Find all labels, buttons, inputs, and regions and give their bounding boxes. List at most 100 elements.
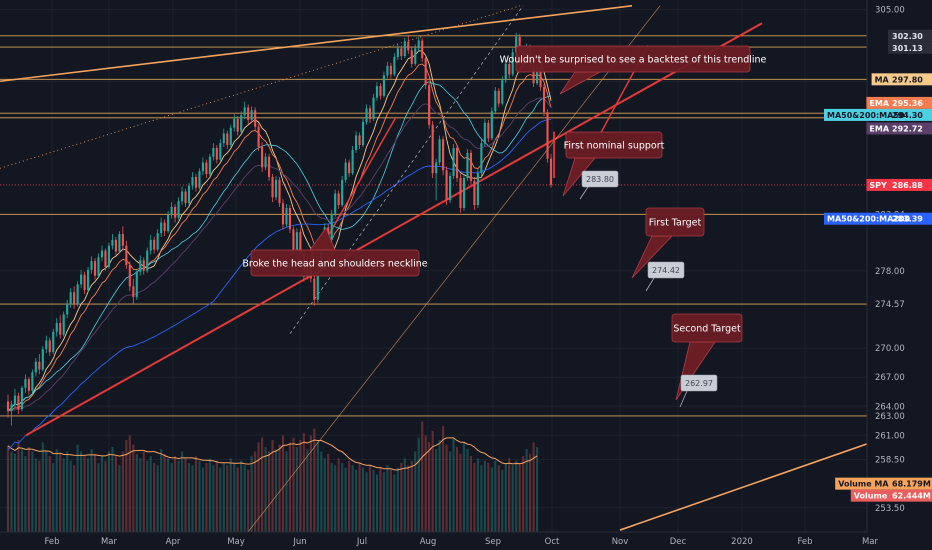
- volume-bar: [529, 453, 532, 532]
- candle-body: [208, 156, 211, 175]
- volume-bar: [257, 442, 260, 532]
- candle-body: [337, 193, 340, 206]
- candle-body: [334, 193, 337, 214]
- volume-bar: [142, 451, 145, 532]
- volume-bar: [295, 446, 298, 532]
- volume-bar: [462, 442, 466, 532]
- candle-body: [281, 203, 285, 225]
- price-axis-panel[interactable]: [867, 0, 932, 550]
- candle-body: [90, 261, 93, 270]
- candle-body: [118, 234, 121, 252]
- volume-bar: [334, 465, 337, 532]
- volume-bar: [410, 460, 413, 532]
- volume-bar: [361, 467, 365, 532]
- candle-body: [114, 239, 117, 252]
- candle-body: [100, 250, 104, 258]
- candle-body: [313, 278, 316, 300]
- price-tag-value: 62.444M: [892, 492, 931, 501]
- candle-body: [445, 170, 448, 201]
- price-tag-value-box: [888, 489, 932, 502]
- candle-body: [400, 48, 403, 57]
- candle-body: [187, 185, 191, 204]
- volume-bar: [469, 456, 473, 532]
- volume-bar: [132, 444, 135, 532]
- price-tag-label-box: [866, 96, 888, 109]
- candle-body: [501, 80, 504, 104]
- volume-bar: [431, 430, 434, 532]
- candle-body: [41, 349, 44, 370]
- volume-bar: [337, 458, 340, 532]
- volume-bar: [494, 460, 497, 532]
- candle-body: [10, 404, 13, 412]
- callout-text: First nominal support: [564, 141, 665, 152]
- candle-body: [107, 245, 111, 267]
- candlesticks: [6, 32, 553, 426]
- volume-bar: [351, 465, 354, 532]
- candle-body: [55, 323, 58, 332]
- upper-dotted-trendline: [0, 5, 521, 169]
- volume-bar: [52, 463, 55, 532]
- volume-bar: [274, 449, 278, 532]
- candle-body: [341, 179, 344, 206]
- candle-body: [515, 36, 518, 53]
- volume-bar: [233, 463, 236, 532]
- candle-body: [132, 286, 135, 297]
- candle-body: [511, 52, 514, 75]
- candle-body: [184, 191, 187, 204]
- candle-body: [222, 133, 225, 144]
- volume-bar: [111, 446, 114, 532]
- volume-bar: [421, 421, 424, 532]
- candle-body: [76, 284, 79, 305]
- candle-body: [212, 147, 215, 157]
- candle-body: [111, 239, 114, 246]
- candle-body: [459, 177, 462, 208]
- candle-body: [448, 176, 452, 201]
- volume-bar: [483, 460, 486, 532]
- price-pill-text: 262.97: [685, 379, 713, 388]
- volume-bar: [90, 449, 93, 532]
- annotation-callout: Broke the head and shoulders neckline: [242, 227, 428, 277]
- volume-bar: [243, 465, 246, 532]
- candle-body: [83, 274, 86, 291]
- price-tick-label: 258.50: [875, 455, 905, 465]
- time-tick-label: Oct: [545, 537, 560, 547]
- price-tag-label: MA: [875, 75, 890, 84]
- volume-bar: [83, 456, 86, 532]
- candle-body: [191, 177, 194, 186]
- callout-box: [565, 131, 663, 159]
- volume-bar: [80, 451, 83, 532]
- volume-bar: [424, 435, 427, 532]
- volume-bar: [156, 465, 159, 532]
- price-tag: 62.444M Volume: [850, 489, 932, 502]
- price-tag-label-box: [866, 122, 888, 135]
- volume-bar: [288, 442, 292, 532]
- volume-bar: [205, 463, 208, 532]
- volume-bar: [45, 451, 48, 532]
- volume-bar: [201, 467, 204, 532]
- volume-bar: [55, 449, 58, 532]
- volume-bar: [20, 449, 23, 532]
- candle-body: [462, 177, 466, 208]
- volume-bar: [17, 440, 20, 532]
- price-tag: 301.13: [888, 41, 932, 54]
- candle-body: [236, 118, 239, 132]
- volume-bar: [135, 453, 138, 532]
- candle-body: [66, 303, 69, 315]
- candle-body: [243, 107, 246, 116]
- candle-body: [24, 379, 27, 388]
- neckline-break-arrow: [321, 116, 397, 248]
- price-tag-label: EMA: [869, 124, 889, 133]
- volume-bar: [271, 440, 274, 532]
- time-tick-label: Nov: [612, 537, 629, 547]
- price-pill-text: 274.42: [652, 266, 680, 275]
- candle-body: [424, 58, 427, 86]
- candle-body: [271, 177, 274, 198]
- candle-body: [160, 222, 163, 234]
- volume-bar: [222, 463, 225, 532]
- volume-bar: [281, 435, 285, 532]
- price-pill-box: [680, 374, 718, 392]
- volume-bar: [180, 451, 184, 532]
